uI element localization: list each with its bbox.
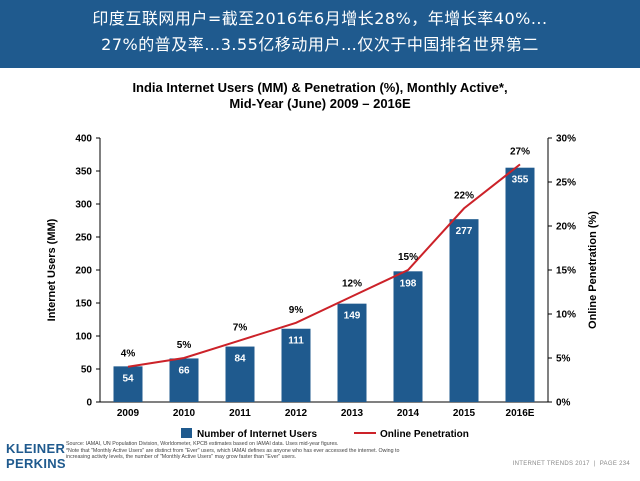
y-tick-label-right: 20% [556, 222, 576, 233]
bar [113, 366, 143, 402]
page-number: PAGE 234 [599, 461, 630, 467]
bar [337, 303, 367, 402]
x-tick-label: 2009 [117, 408, 140, 419]
banner-line-1: 印度互联网用户=截至2016年6月增长28%，年增长率40%... [92, 9, 548, 28]
y-tick-label-left: 200 [75, 266, 92, 277]
y-tick-label-right: 5% [556, 354, 571, 365]
penetration-label: 9% [289, 305, 304, 316]
y-tick-label-right: 15% [556, 266, 576, 277]
bar-value-label: 111 [288, 336, 304, 347]
bar [169, 358, 199, 402]
footer-notes: Source: IAMAI, UN Population Division, W… [66, 441, 466, 461]
bar [393, 271, 423, 402]
penetration-label: 27% [510, 146, 530, 157]
banner-line-2: 27%的普及率…3.55亿移动用户…仅次于中国排名世界第二 [101, 35, 539, 54]
penetration-label: 7% [233, 322, 248, 333]
footnote-line-2: increasing activity levels, the number o… [66, 454, 297, 461]
chart-title: India Internet Users (MM) & Penetration … [0, 80, 640, 112]
bar [281, 328, 311, 402]
footnote-line-1: *Note that "Monthly Active Users" are di… [66, 447, 400, 454]
kpcb-logo: KLEINER PERKINS [6, 441, 66, 471]
legend-swatch-bar [181, 428, 192, 438]
bar-value-label: 84 [234, 354, 246, 365]
header-banner: 印度互联网用户=截至2016年6月增长28%，年增长率40%... 27%的普及… [0, 0, 640, 68]
footer-right: INTERNET TRENDS 2017 | PAGE 234 [513, 461, 630, 467]
footer-separator: | [593, 461, 596, 467]
x-tick-label: 2012 [285, 408, 308, 419]
y-tick-label-left: 400 [75, 134, 92, 145]
y-tick-label-left: 0 [86, 398, 92, 409]
chart-title-line-2: Mid-Year (June) 2009 – 2016E [229, 96, 411, 111]
y-tick-label-right: 10% [556, 310, 576, 321]
x-tick-label: 2011 [229, 408, 251, 419]
x-tick-label: 2013 [341, 408, 364, 419]
bar [225, 346, 255, 402]
bar-value-label: 198 [400, 278, 417, 289]
chart-title-line-1: India Internet Users (MM) & Penetration … [132, 80, 508, 95]
penetration-label: 12% [342, 278, 362, 289]
y-tick-label-left: 100 [75, 332, 92, 343]
report-name: INTERNET TRENDS 2017 [512, 461, 590, 467]
x-tick-label: 2016E [506, 408, 535, 419]
penetration-label: 4% [121, 348, 136, 359]
bar-value-label: 149 [344, 311, 361, 322]
logo-line-2: PERKINS [6, 456, 66, 471]
y-tick-label-left: 300 [75, 200, 92, 211]
logo-line-1: KLEINER [6, 441, 66, 456]
legend-label-bar: Number of Internet Users [197, 429, 317, 440]
y-tick-label-right: 0% [556, 398, 571, 409]
y-tick-label-left: 150 [75, 299, 92, 310]
x-tick-label: 2015 [453, 408, 476, 419]
y-tick-label-left: 350 [75, 167, 92, 178]
x-tick-label: 2010 [173, 408, 196, 419]
penetration-label: 5% [177, 340, 192, 351]
penetration-line [127, 163, 521, 368]
source-note: Source: IAMAI, UN Population Division, W… [66, 441, 339, 447]
legend-label-line: Online Penetration [380, 429, 469, 440]
penetration-label: 15% [398, 252, 418, 263]
bar [505, 167, 535, 402]
y-axis-title-left: Internet Users (MM) [46, 218, 58, 321]
y-tick-label-right: 30% [556, 134, 576, 145]
bar-value-label: 66 [178, 365, 190, 376]
bar-value-label: 355 [512, 175, 529, 186]
bar [449, 219, 479, 402]
bar-value-label: 54 [122, 373, 134, 384]
penetration-label: 22% [454, 190, 474, 201]
y-tick-label-left: 50 [81, 365, 93, 376]
y-tick-label-left: 250 [75, 233, 92, 244]
bar-value-label: 277 [456, 226, 473, 237]
y-tick-label-right: 25% [556, 178, 576, 189]
x-tick-label: 2014 [397, 408, 420, 419]
y-axis-title-right: Online Penetration (%) [587, 211, 599, 329]
